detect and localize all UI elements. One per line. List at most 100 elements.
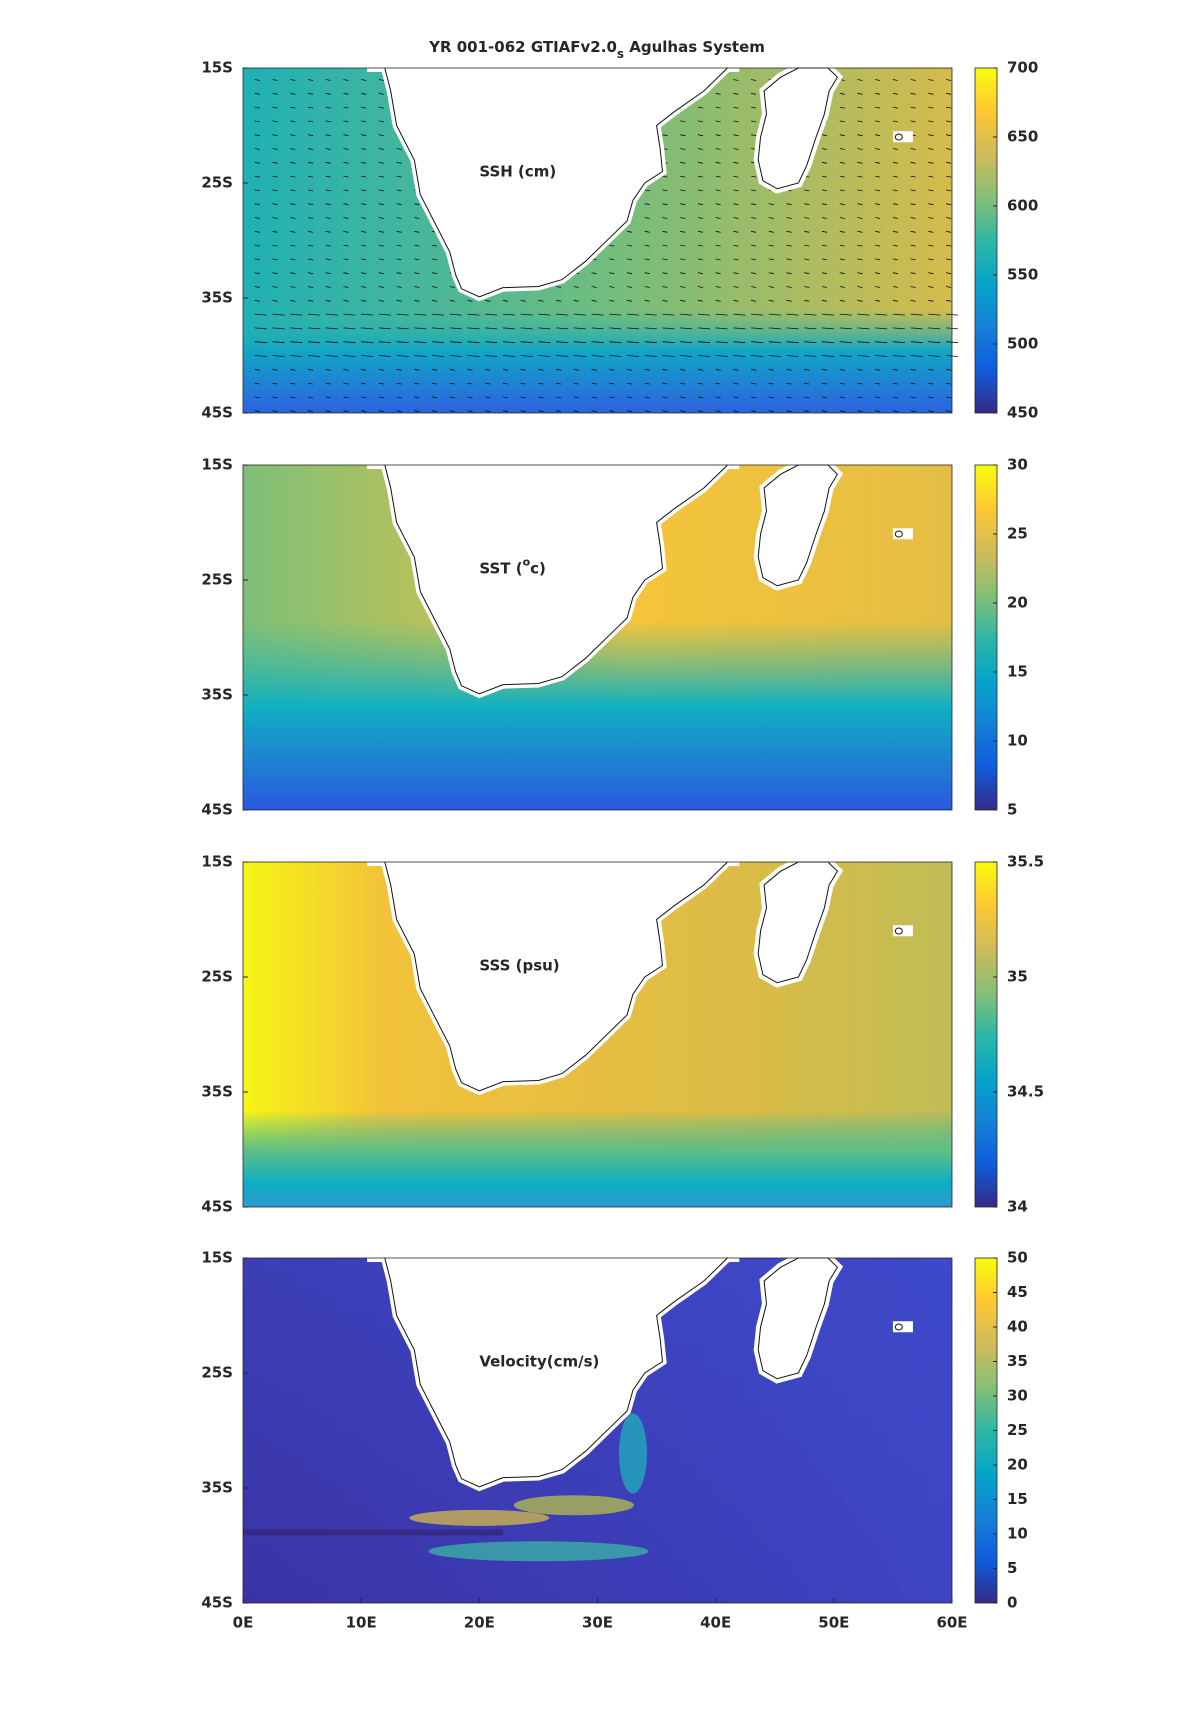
vector-arrow <box>733 203 739 206</box>
vector-arrow <box>839 148 845 150</box>
vector-arrow <box>857 106 863 109</box>
vector-arrow <box>378 272 384 275</box>
vector-arrow <box>751 203 757 206</box>
vector-arrow <box>644 258 650 261</box>
vector-arrow <box>573 286 579 288</box>
vector-arrow <box>361 382 367 385</box>
vector-arrow <box>697 161 704 164</box>
vector-arrow <box>591 382 597 385</box>
vector-arrow <box>786 299 792 302</box>
vector-arrow <box>307 79 314 81</box>
colorbar-tick-label: 500 <box>1007 335 1038 353</box>
vector-arrow <box>680 203 686 206</box>
colorbar <box>974 464 998 811</box>
vector-arrow <box>626 230 633 233</box>
vector-arrow <box>839 327 852 330</box>
vector-arrow <box>325 341 338 344</box>
vector-arrow <box>875 161 881 164</box>
vector-arrow <box>502 299 509 302</box>
vector-arrow <box>325 161 331 164</box>
vector-arrow <box>910 355 923 357</box>
vector-arrow <box>733 189 739 192</box>
vector-arrow <box>414 410 420 413</box>
vector-arrow <box>839 175 845 178</box>
vector-arrow <box>378 148 384 150</box>
y-tick-label: 25S <box>201 1364 233 1382</box>
vector-arrow <box>680 272 686 275</box>
vector-arrow <box>290 382 296 385</box>
vector-arrow <box>839 299 845 302</box>
vector-arrow <box>751 120 757 123</box>
vector-arrow <box>520 368 526 371</box>
vector-arrow <box>768 272 774 275</box>
vector-arrow <box>928 230 934 233</box>
vector-arrow <box>414 382 420 385</box>
vector-arrow <box>378 79 384 81</box>
vector-arrow <box>857 120 863 123</box>
vector-arrow <box>254 203 260 206</box>
vector-arrow <box>396 355 409 357</box>
vector-arrow <box>928 148 934 150</box>
vector-arrow <box>875 203 881 206</box>
vector-arrow <box>733 272 739 275</box>
vector-arrow <box>715 286 721 288</box>
vector-arrow <box>697 313 710 316</box>
vector-arrow <box>378 161 384 164</box>
vector-arrow <box>556 299 562 302</box>
vector-arrow <box>892 161 898 164</box>
vector-arrow <box>892 244 898 247</box>
vector-arrow <box>715 299 721 302</box>
vector-arrow <box>875 79 881 81</box>
vector-arrow <box>396 161 402 164</box>
title-sub: s <box>617 47 624 61</box>
vector-arrow <box>396 230 402 233</box>
vector-arrow <box>910 217 916 219</box>
vector-arrow <box>680 341 693 344</box>
vector-arrow <box>751 272 757 275</box>
vector-arrow <box>396 327 409 330</box>
vector-arrow <box>343 396 349 399</box>
vector-arrow <box>751 230 757 233</box>
vector-arrow <box>644 327 657 330</box>
vector-arrow <box>839 244 845 247</box>
colorbar-tick-label: 15 <box>1007 1490 1028 1508</box>
vector-arrow <box>325 258 331 261</box>
vector-arrow <box>290 244 296 247</box>
vector-arrow <box>556 382 562 385</box>
vector-arrow <box>928 203 934 206</box>
vector-arrow <box>733 106 739 109</box>
vector-arrow <box>910 189 916 192</box>
vector-arrow <box>839 189 845 192</box>
vector-arrow <box>697 217 704 219</box>
vector-arrow <box>272 175 278 178</box>
vector-arrow <box>857 258 863 261</box>
vector-arrow <box>378 189 384 192</box>
figure-title: YR 001-062 GTIAFv2.0s Agulhas System <box>428 38 765 61</box>
x-tick-label: 0E <box>233 1614 254 1632</box>
vector-arrow <box>502 327 515 330</box>
vector-arrow <box>325 148 331 150</box>
vector-arrow <box>485 299 491 302</box>
vector-arrow <box>644 368 650 371</box>
vector-arrow <box>946 230 952 233</box>
vector-arrow <box>680 410 686 413</box>
vector-arrow <box>839 396 845 399</box>
vector-arrow <box>254 217 260 219</box>
vector-arrow <box>892 175 898 178</box>
vector-arrow <box>857 272 863 275</box>
vector-arrow <box>733 368 739 371</box>
vector-arrow <box>644 203 650 206</box>
vector-arrow <box>272 410 278 413</box>
vector-arrow <box>343 410 349 413</box>
vector-arrow <box>431 286 438 288</box>
vector-arrow <box>946 272 952 275</box>
vector-arrow <box>875 230 881 233</box>
vector-arrow <box>396 382 402 385</box>
axes-frame <box>242 464 953 811</box>
vector-arrow <box>751 92 757 95</box>
vector-arrow <box>857 79 863 81</box>
vector-arrow <box>857 175 863 178</box>
vector-arrow <box>804 368 810 371</box>
vector-arrow <box>910 92 916 95</box>
vector-arrow <box>910 410 916 413</box>
